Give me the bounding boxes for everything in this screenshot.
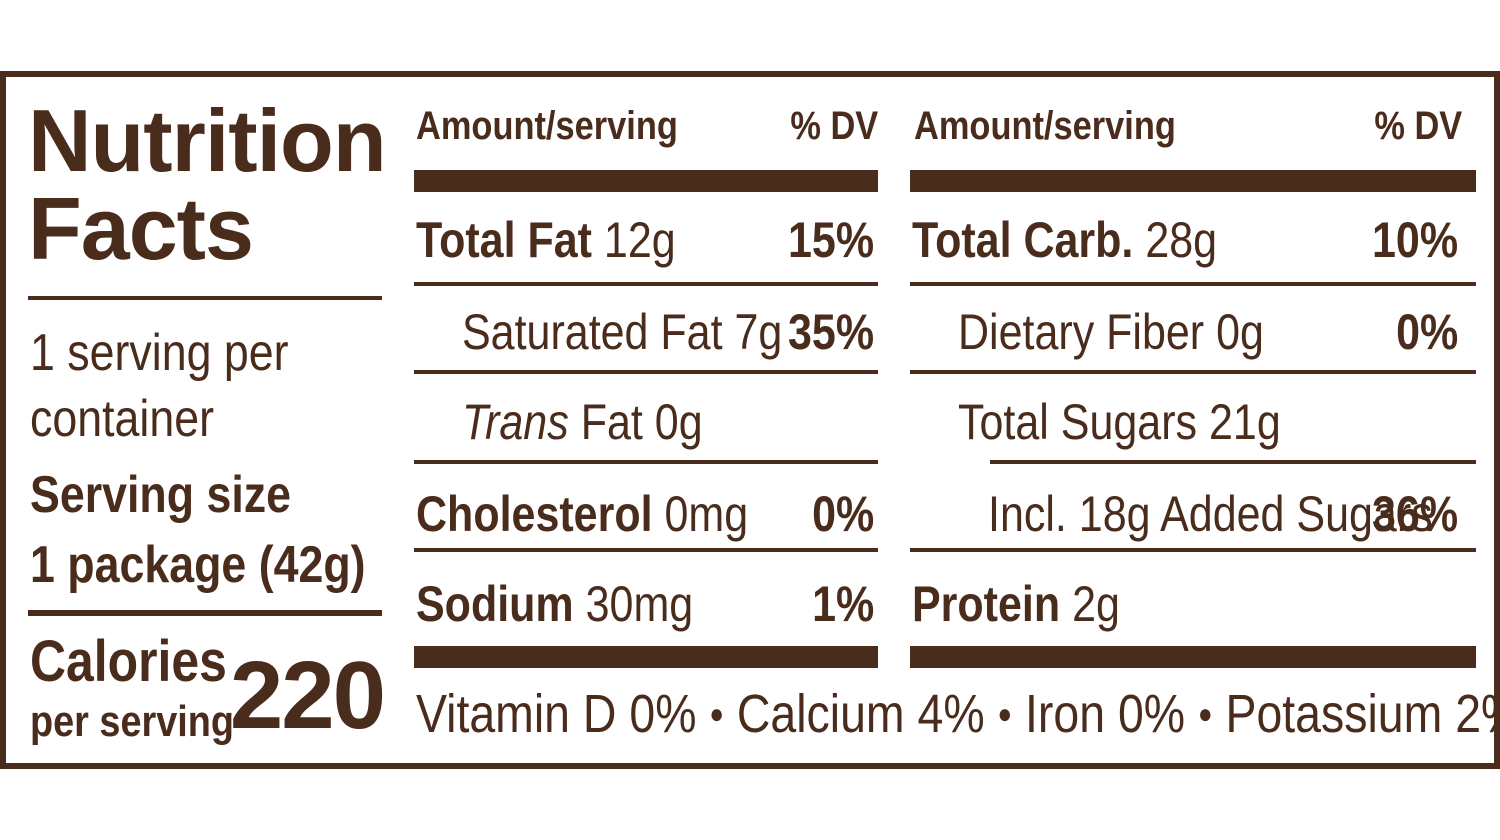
total-carb-name: Total Carb. bbox=[912, 212, 1134, 268]
left-footer-bar bbox=[414, 646, 878, 668]
servings-per-container: 1 serving per container bbox=[30, 320, 331, 452]
row-total-sugars: Total Sugars 21g bbox=[958, 394, 1333, 450]
divider bbox=[910, 548, 1476, 552]
divider bbox=[990, 460, 1476, 464]
total-carb-dv: 10% bbox=[1371, 212, 1458, 268]
row-added-sugars: Incl. 18g Added Sugars bbox=[988, 486, 1500, 542]
title-divider bbox=[28, 296, 382, 300]
cholesterol-dv: 0% bbox=[811, 486, 874, 542]
dietary-fiber-dv: 0% bbox=[1395, 304, 1458, 360]
calories-sublabel: per serving bbox=[30, 697, 235, 746]
divider bbox=[414, 460, 878, 464]
sodium-name: Sodium bbox=[416, 576, 574, 632]
left-header-dv: % DV bbox=[790, 104, 878, 148]
saturated-fat-dv: 35% bbox=[787, 304, 874, 360]
row-trans-fat: Trans Fat 0g bbox=[462, 394, 742, 450]
serving-size-label: Serving size bbox=[30, 466, 291, 524]
row-total-fat: Total Fat 12g bbox=[416, 212, 718, 268]
iron-name: Iron bbox=[1025, 684, 1106, 744]
left-header-amount: Amount/serving bbox=[416, 104, 678, 148]
total-carb-amount: 28g bbox=[1145, 212, 1218, 268]
bullet-icon: ● bbox=[997, 697, 1013, 729]
title-line-2: Facts bbox=[28, 179, 254, 278]
row-sodium: Sodium 30mg bbox=[416, 576, 738, 632]
cholesterol-name: Cholesterol bbox=[416, 486, 653, 542]
right-footer-bar bbox=[910, 646, 1476, 668]
divider bbox=[910, 282, 1476, 286]
vitamin-d-name: Vitamin D bbox=[416, 684, 617, 744]
serving-divider bbox=[28, 610, 382, 616]
saturated-fat-amount: 7g bbox=[734, 304, 783, 360]
calcium-name: Calcium bbox=[736, 684, 905, 744]
divider bbox=[910, 370, 1476, 374]
divider bbox=[414, 548, 878, 552]
total-sugars-amount: 21g bbox=[1208, 394, 1281, 450]
right-header-dv: % DV bbox=[1374, 104, 1462, 148]
row-total-carb: Total Carb. 28g bbox=[912, 212, 1267, 268]
potassium-name: Potassium bbox=[1225, 684, 1443, 744]
divider bbox=[414, 370, 878, 374]
left-header-bar bbox=[414, 170, 878, 192]
row-protein: Protein 2g bbox=[912, 576, 1154, 632]
vitamin-d-dv: 0% bbox=[629, 684, 697, 744]
title-line-1: Nutrition bbox=[28, 91, 387, 190]
added-sugars-name: Incl. 18g Added Sugars bbox=[988, 486, 1433, 542]
trans-fat-italic: Trans bbox=[462, 394, 569, 450]
servings-line-2: container bbox=[30, 390, 214, 448]
sodium-amount: 30mg bbox=[585, 576, 694, 632]
trans-fat-name: Fat bbox=[580, 394, 643, 450]
right-header-bar bbox=[910, 170, 1476, 192]
protein-name: Protein bbox=[912, 576, 1061, 632]
total-fat-amount: 12g bbox=[603, 212, 676, 268]
calcium-dv: 4% bbox=[917, 684, 985, 744]
total-fat-dv: 15% bbox=[787, 212, 874, 268]
cholesterol-amount: 0mg bbox=[664, 486, 749, 542]
servings-line-1: 1 serving per bbox=[30, 324, 289, 382]
dietary-fiber-amount: 0g bbox=[1216, 304, 1264, 360]
dietary-fiber-name: Dietary Fiber bbox=[958, 304, 1205, 360]
serving-size-value: 1 package (42g) bbox=[30, 536, 366, 594]
saturated-fat-name: Saturated Fat bbox=[462, 304, 723, 360]
added-sugars-dv: 36% bbox=[1371, 486, 1458, 542]
serving-size: Serving size 1 package (42g) bbox=[30, 460, 420, 600]
row-saturated-fat: Saturated Fat 7g bbox=[462, 304, 835, 360]
nutrition-facts-title: Nutrition Facts bbox=[28, 91, 387, 278]
calories-label: Calories bbox=[30, 629, 227, 694]
right-header-amount: Amount/serving bbox=[914, 104, 1176, 148]
row-cholesterol: Cholesterol 0mg bbox=[416, 486, 802, 542]
micronutrient-line: Vitamin D 0% ● Calcium 4% ● Iron 0% ● Po… bbox=[416, 684, 1500, 748]
nutrition-label-frame bbox=[0, 71, 1500, 769]
potassium-dv: 2% bbox=[1455, 684, 1500, 744]
iron-dv: 0% bbox=[1117, 684, 1186, 744]
row-dietary-fiber: Dietary Fiber 0g bbox=[958, 304, 1314, 360]
trans-fat-amount: 0g bbox=[654, 394, 703, 450]
protein-amount: 2g bbox=[1072, 576, 1120, 632]
bullet-icon: ● bbox=[1198, 697, 1213, 729]
calories-value: 220 bbox=[229, 642, 386, 749]
bullet-icon: ● bbox=[709, 697, 724, 729]
divider bbox=[414, 282, 878, 286]
sodium-dv: 1% bbox=[811, 576, 874, 632]
total-fat-name: Total Fat bbox=[416, 212, 592, 268]
total-sugars-name: Total Sugars bbox=[958, 394, 1198, 450]
